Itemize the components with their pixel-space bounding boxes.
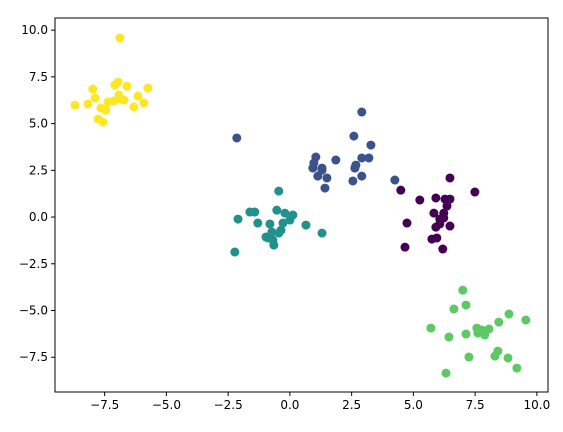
point — [442, 201, 452, 211]
point — [445, 194, 455, 204]
point — [308, 163, 318, 173]
point — [415, 195, 425, 205]
point — [322, 173, 332, 183]
point — [503, 353, 513, 363]
point — [90, 93, 100, 103]
point — [444, 332, 454, 342]
point — [101, 105, 111, 115]
point — [263, 233, 273, 243]
point — [320, 183, 330, 193]
point — [115, 33, 125, 43]
x-tick-label: −2.5 — [214, 398, 243, 412]
y-tick-label: −2.5 — [19, 257, 48, 271]
point — [364, 153, 374, 163]
point — [129, 102, 139, 112]
point — [438, 244, 448, 254]
x-tick-label: 2.5 — [342, 398, 361, 412]
point — [265, 219, 275, 229]
y-tick-label: 0.0 — [29, 210, 48, 224]
point — [490, 351, 500, 361]
point — [449, 304, 459, 314]
point — [272, 205, 282, 215]
point — [521, 315, 531, 325]
point — [253, 218, 263, 228]
y-tick-label: −5.0 — [19, 304, 48, 318]
point — [429, 208, 439, 218]
point — [331, 155, 341, 165]
x-tick-label: 10.0 — [524, 398, 551, 412]
point — [83, 99, 93, 109]
point — [143, 83, 153, 93]
x-tick-label: −5.0 — [152, 398, 181, 412]
point — [278, 218, 288, 228]
point — [317, 228, 327, 238]
point — [274, 228, 284, 238]
y-tick-label: −7.5 — [19, 350, 48, 364]
point — [470, 187, 480, 197]
point — [357, 171, 367, 181]
point — [274, 186, 284, 196]
point — [504, 309, 514, 319]
point — [116, 94, 126, 104]
point — [280, 208, 290, 218]
point — [431, 193, 441, 203]
point — [464, 352, 474, 362]
point — [441, 368, 451, 378]
y-tick-label: 10.0 — [21, 23, 48, 37]
point — [366, 140, 376, 150]
plot-frame — [54, 17, 549, 393]
point — [396, 185, 406, 195]
x-tick-label: 5.0 — [404, 398, 423, 412]
y-tick-label: 7.5 — [29, 70, 48, 84]
point — [432, 233, 442, 243]
point — [461, 300, 471, 310]
point — [400, 242, 410, 252]
point — [435, 219, 445, 229]
point — [348, 176, 358, 186]
point — [122, 81, 132, 91]
point — [317, 165, 327, 175]
point — [402, 218, 412, 228]
y-tick-label: 5.0 — [29, 117, 48, 131]
point — [70, 100, 80, 110]
x-tick-label: 0.0 — [280, 398, 299, 412]
point — [351, 160, 361, 170]
point — [301, 220, 311, 230]
point — [250, 207, 260, 217]
point — [109, 96, 119, 106]
point — [426, 323, 436, 333]
point — [512, 363, 522, 373]
y-tick-label: 2.5 — [29, 163, 48, 177]
point — [445, 173, 455, 183]
point — [357, 107, 367, 117]
point — [230, 247, 240, 257]
point — [458, 285, 468, 295]
point — [357, 153, 367, 163]
point — [445, 221, 455, 231]
point — [98, 117, 108, 127]
point — [88, 84, 98, 94]
point — [133, 91, 143, 101]
point — [233, 214, 243, 224]
x-tick-label: −7.5 — [90, 398, 119, 412]
point — [232, 133, 242, 143]
point — [484, 324, 494, 334]
point — [473, 328, 483, 338]
point — [139, 98, 149, 108]
point — [349, 131, 359, 141]
point — [288, 210, 298, 220]
point — [390, 175, 400, 185]
x-tick-label: 7.5 — [466, 398, 485, 412]
point — [461, 329, 471, 339]
point — [113, 77, 123, 87]
point — [494, 317, 504, 327]
